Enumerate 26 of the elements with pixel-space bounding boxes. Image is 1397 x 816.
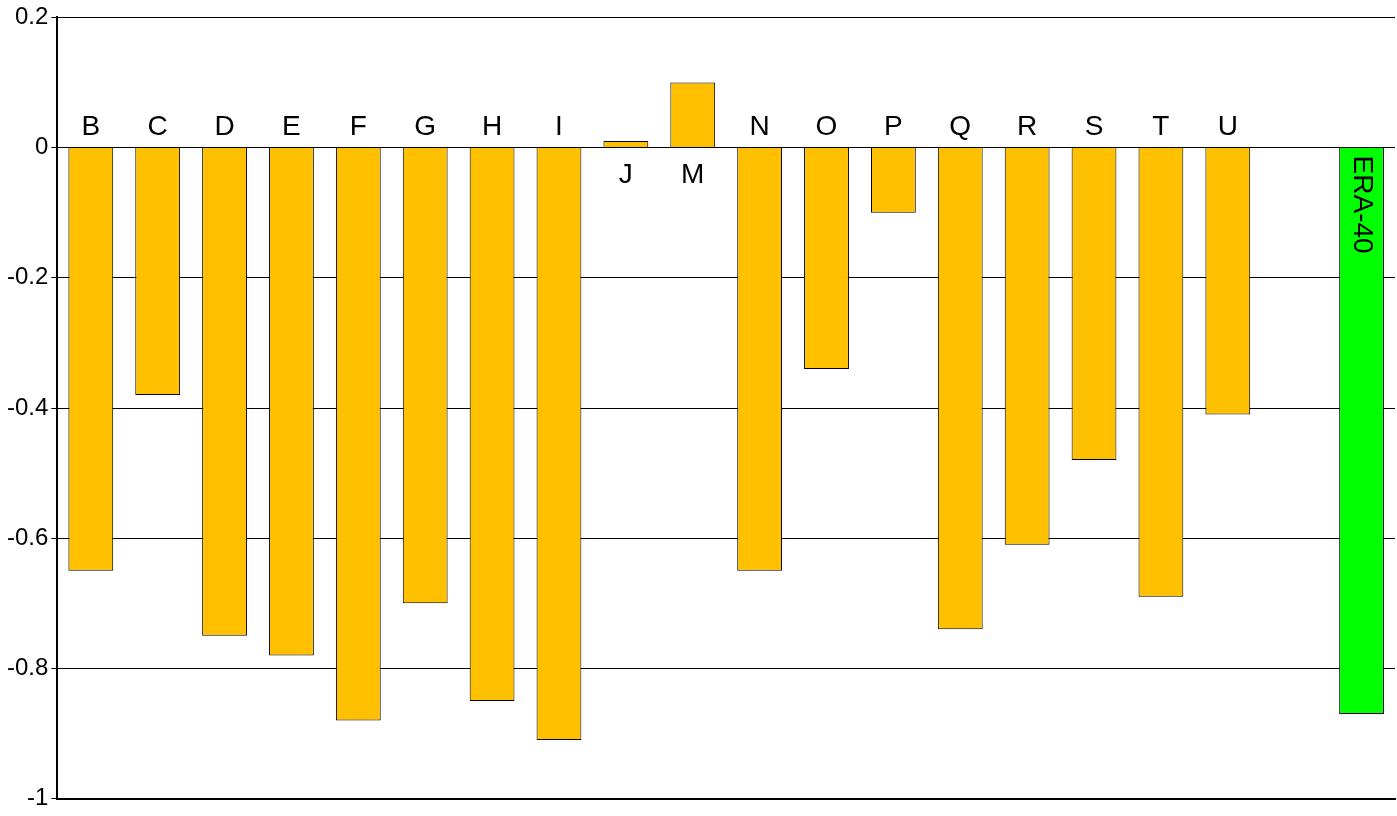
x-tick-label: J bbox=[618, 158, 633, 190]
x-tick-label: I bbox=[555, 110, 563, 142]
x-tick-label: G bbox=[414, 110, 437, 142]
y-tick-label: -1 bbox=[27, 783, 49, 811]
y-tick-label: -0.2 bbox=[7, 262, 49, 290]
x-tick-label: B bbox=[81, 110, 101, 142]
x-tick-label: Q bbox=[949, 110, 972, 142]
x-tick-label: D bbox=[214, 110, 235, 142]
x-tick-label: R bbox=[1017, 110, 1038, 142]
x-tick-label: ERA-40 bbox=[1347, 155, 1379, 254]
y-tick-label: 0 bbox=[35, 132, 49, 160]
y-tick-label: 0.2 bbox=[14, 2, 49, 30]
x-tick-label: C bbox=[147, 110, 168, 142]
y-tick-label: -0.8 bbox=[7, 653, 49, 681]
x-tick-label: E bbox=[282, 110, 301, 142]
y-tick-label: -0.6 bbox=[7, 522, 49, 550]
y-tick-label: -0.4 bbox=[7, 392, 49, 420]
x-tick-label: M bbox=[681, 158, 705, 190]
x-tick-label: F bbox=[349, 110, 367, 142]
x-tick-label: T bbox=[1152, 110, 1170, 142]
x-tick-label: S bbox=[1084, 110, 1104, 142]
x-tick-label: O bbox=[815, 110, 838, 142]
x-tick-label: U bbox=[1217, 110, 1238, 142]
x-tick-label: N bbox=[749, 110, 770, 142]
x-tick-label: P bbox=[884, 110, 903, 142]
x-tick-label: H bbox=[481, 110, 503, 142]
